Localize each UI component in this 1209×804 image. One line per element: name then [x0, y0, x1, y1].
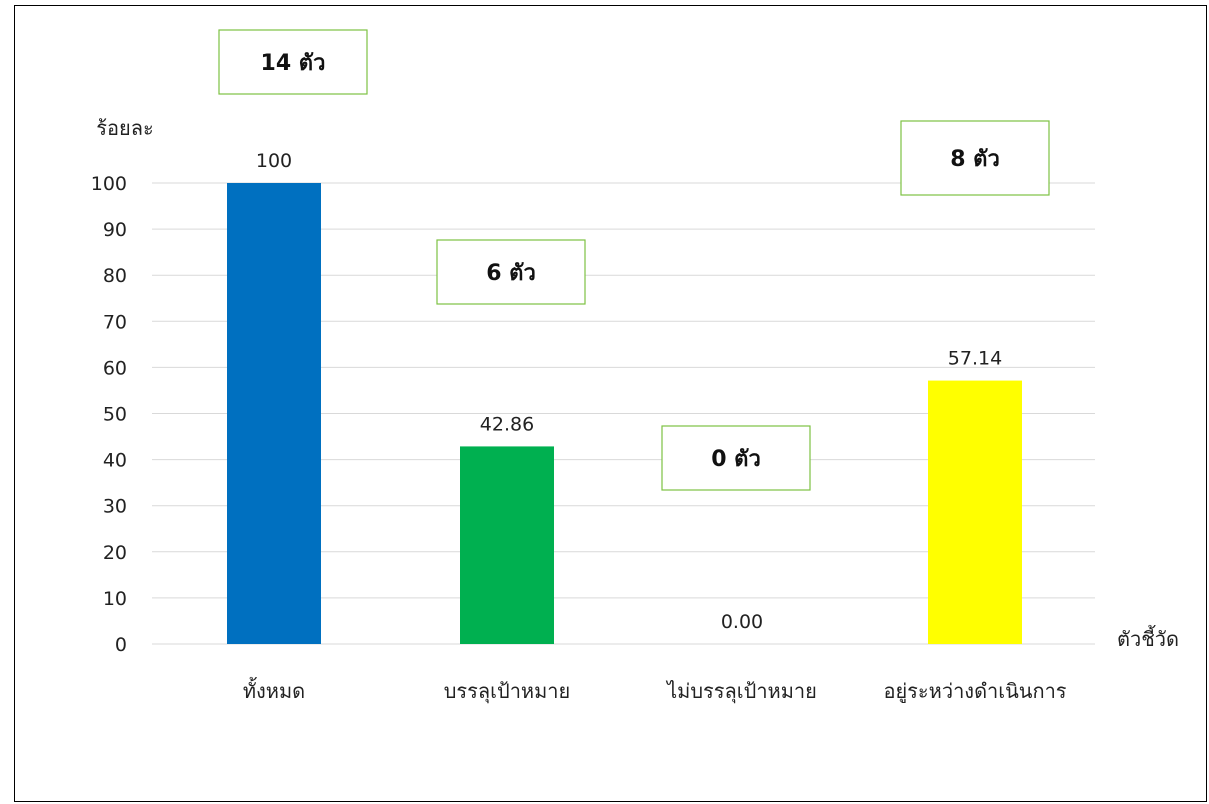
- x-axis-title: ตัวชี้วัด: [1117, 625, 1179, 651]
- count-box-label-4: 8 ตัว: [950, 147, 1000, 172]
- y-tick-label-80: 80: [103, 265, 127, 287]
- count-box-label-1: 14 ตัว: [261, 51, 326, 76]
- y-tick-label-50: 50: [103, 404, 127, 426]
- y-tick-label-0: 0: [115, 634, 127, 656]
- category-label-3: ไม่บรรลุเป้าหมาย: [665, 679, 817, 704]
- y-tick-label-40: 40: [103, 450, 127, 472]
- y-tick-label-70: 70: [103, 311, 127, 333]
- count-box-2: [436, 239, 586, 305]
- category-label-2: บรรลุเป้าหมาย: [444, 679, 571, 704]
- y-axis-title: ร้อยละ: [96, 116, 153, 140]
- y-tick-label-30: 30: [103, 496, 127, 518]
- value-label-3: 0.00: [721, 611, 763, 633]
- y-tick-label-10: 10: [103, 588, 127, 610]
- count-box-label-2: 6 ตัว: [486, 261, 536, 286]
- value-label-2: 42.86: [480, 413, 534, 435]
- value-label-1: 100: [256, 150, 292, 172]
- category-label-1: ทั้งหมด: [243, 677, 305, 703]
- category-label-4: อยู่ระหว่างดำเนินการ: [883, 679, 1066, 704]
- y-tick-label-60: 60: [103, 357, 127, 379]
- bar-1: [227, 183, 321, 644]
- value-label-4: 57.14: [948, 348, 1002, 370]
- y-tick-label-90: 90: [103, 219, 127, 241]
- bar-4: [928, 380, 1022, 644]
- y-tick-label-100: 100: [91, 173, 127, 195]
- count-box-label-3: 0 ตัว: [711, 447, 761, 472]
- count-box-3: [661, 425, 811, 491]
- count-box-1: [218, 29, 368, 95]
- y-tick-label-20: 20: [103, 542, 127, 564]
- count-box-4: [900, 120, 1050, 196]
- bar-2: [460, 446, 554, 644]
